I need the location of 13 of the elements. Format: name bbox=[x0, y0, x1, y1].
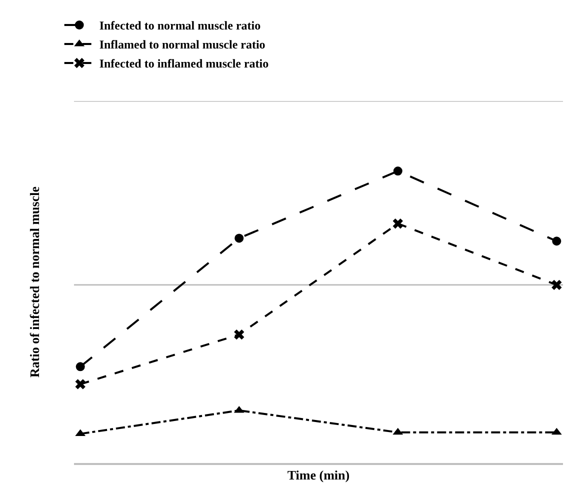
legend-label: Infected to normal muscle ratio bbox=[99, 18, 261, 33]
point bbox=[234, 329, 244, 340]
point bbox=[552, 280, 562, 290]
point bbox=[552, 236, 562, 246]
point bbox=[76, 362, 85, 372]
legend-label: Inflamed to normal muscle ratio bbox=[99, 38, 266, 52]
point bbox=[393, 166, 402, 176]
point bbox=[392, 218, 403, 229]
y-axis-title: Ratio of infected to normal muscle bbox=[26, 186, 42, 378]
point bbox=[75, 379, 86, 390]
legend-label: Infected to inflamed muscle ratio bbox=[99, 56, 269, 71]
x-axis-title: Time (min) bbox=[287, 467, 350, 482]
point bbox=[234, 234, 244, 243]
